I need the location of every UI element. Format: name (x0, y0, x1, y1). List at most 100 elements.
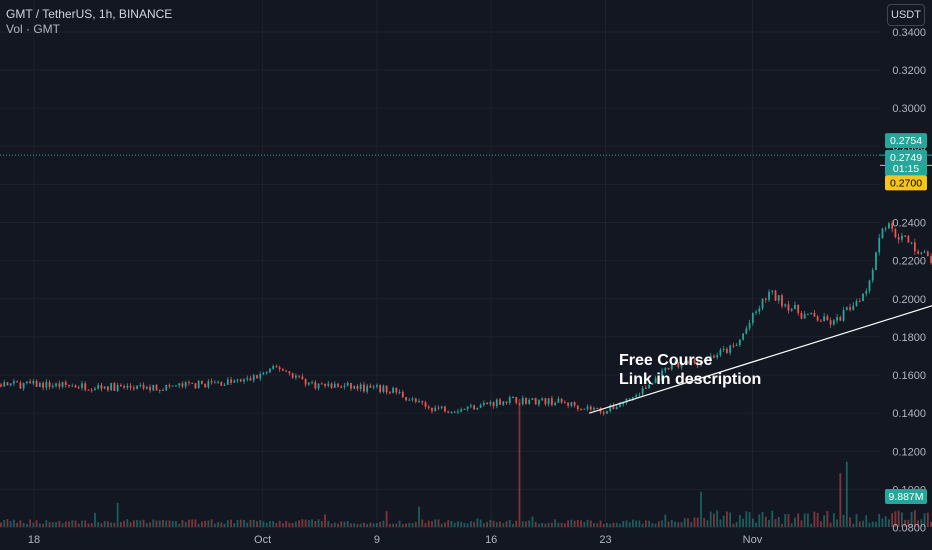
candle-body (625, 398, 628, 403)
candle-body (178, 383, 181, 386)
candle-body (22, 383, 25, 389)
volume-bar (839, 473, 842, 527)
volume-bar (129, 522, 132, 527)
candle-body (492, 402, 495, 407)
volume-bar (687, 518, 689, 527)
candle-body (291, 373, 294, 378)
volume-bar (661, 520, 663, 527)
volume-bar (664, 514, 667, 527)
candle-body (709, 355, 712, 360)
candle-body (333, 383, 336, 388)
volume-bar (123, 520, 126, 527)
candle-body (369, 385, 372, 388)
volume-bar (787, 514, 790, 527)
candle-body (327, 383, 330, 386)
volume-bar (502, 523, 505, 527)
candle-body (810, 312, 813, 314)
volume-bar (35, 520, 38, 527)
candle-body (139, 384, 142, 386)
candle-body (680, 362, 683, 368)
candle-body (777, 295, 780, 301)
volume-bar (301, 519, 304, 527)
candle-body (839, 317, 842, 321)
volume-bar (570, 519, 573, 527)
candle-body (894, 228, 897, 238)
candle-body (726, 348, 728, 353)
last-price-badge-text: 0.2749 (890, 152, 922, 164)
currency-button[interactable]: USDT (887, 4, 925, 26)
volume-bar (444, 522, 446, 527)
candle-body (58, 383, 61, 387)
volume-bar (42, 523, 44, 527)
volume-bar (233, 523, 236, 527)
candle-body (696, 362, 699, 366)
candle-body (901, 235, 903, 240)
candle-body (563, 402, 566, 404)
candle-body (722, 348, 725, 350)
volume-bar (476, 518, 479, 527)
volume-bar (826, 511, 829, 527)
volume-bar (142, 519, 145, 527)
candle-body (175, 385, 177, 387)
volume-bar (842, 514, 845, 527)
volume-bar (90, 523, 93, 527)
candle-body (567, 402, 570, 406)
volume-bar (644, 520, 647, 527)
candle-body (210, 381, 213, 383)
candle-body (107, 386, 109, 391)
volume-bar (657, 521, 660, 527)
volume-bar (521, 521, 524, 527)
volume-bar (401, 523, 404, 527)
candle-body (923, 251, 926, 253)
candle-body (852, 305, 855, 310)
volume-bar (881, 518, 884, 527)
volume-bar (103, 521, 106, 527)
candle-body (457, 411, 459, 413)
candle-body (495, 399, 498, 407)
volume-bar (230, 519, 232, 527)
volume-bar (800, 520, 803, 527)
candle-body (81, 383, 83, 388)
candle-body (541, 398, 544, 401)
volume-bar (285, 520, 288, 527)
candle-body (149, 386, 151, 391)
volume-bar (249, 519, 252, 527)
candle-body (184, 382, 187, 387)
candle-body (926, 251, 929, 257)
candle-body (38, 383, 41, 387)
candle-body (272, 366, 275, 369)
candle-body (596, 407, 599, 409)
candle-body (606, 411, 608, 414)
candle-body (314, 382, 317, 389)
candle-body (392, 387, 395, 393)
candle-body (570, 402, 573, 406)
candle-body (265, 372, 268, 374)
volume-bar (194, 519, 197, 527)
volume-bar (220, 522, 223, 527)
volume-bar (463, 522, 466, 527)
candle-body (126, 385, 129, 388)
candle-body (35, 380, 38, 387)
candle-body (589, 406, 592, 410)
volume-bar (884, 516, 887, 527)
volume-bar (136, 520, 138, 527)
candle-body (619, 404, 621, 407)
volume-bar (178, 523, 181, 527)
volume-bar (648, 520, 651, 527)
candle-body (719, 349, 722, 356)
candle-body (324, 383, 326, 386)
volume-bar (706, 520, 709, 527)
candle-body (528, 399, 531, 404)
candle-body (674, 362, 676, 365)
candle-body (758, 308, 761, 312)
candle-body (518, 403, 521, 405)
candle-body (781, 295, 783, 307)
candle-body (787, 304, 790, 311)
candle-body (353, 385, 356, 389)
volume-bar (440, 523, 443, 527)
candle-body (398, 391, 401, 393)
volume-bar (288, 522, 291, 527)
volume-bar (45, 520, 48, 527)
candle-body (774, 290, 777, 301)
